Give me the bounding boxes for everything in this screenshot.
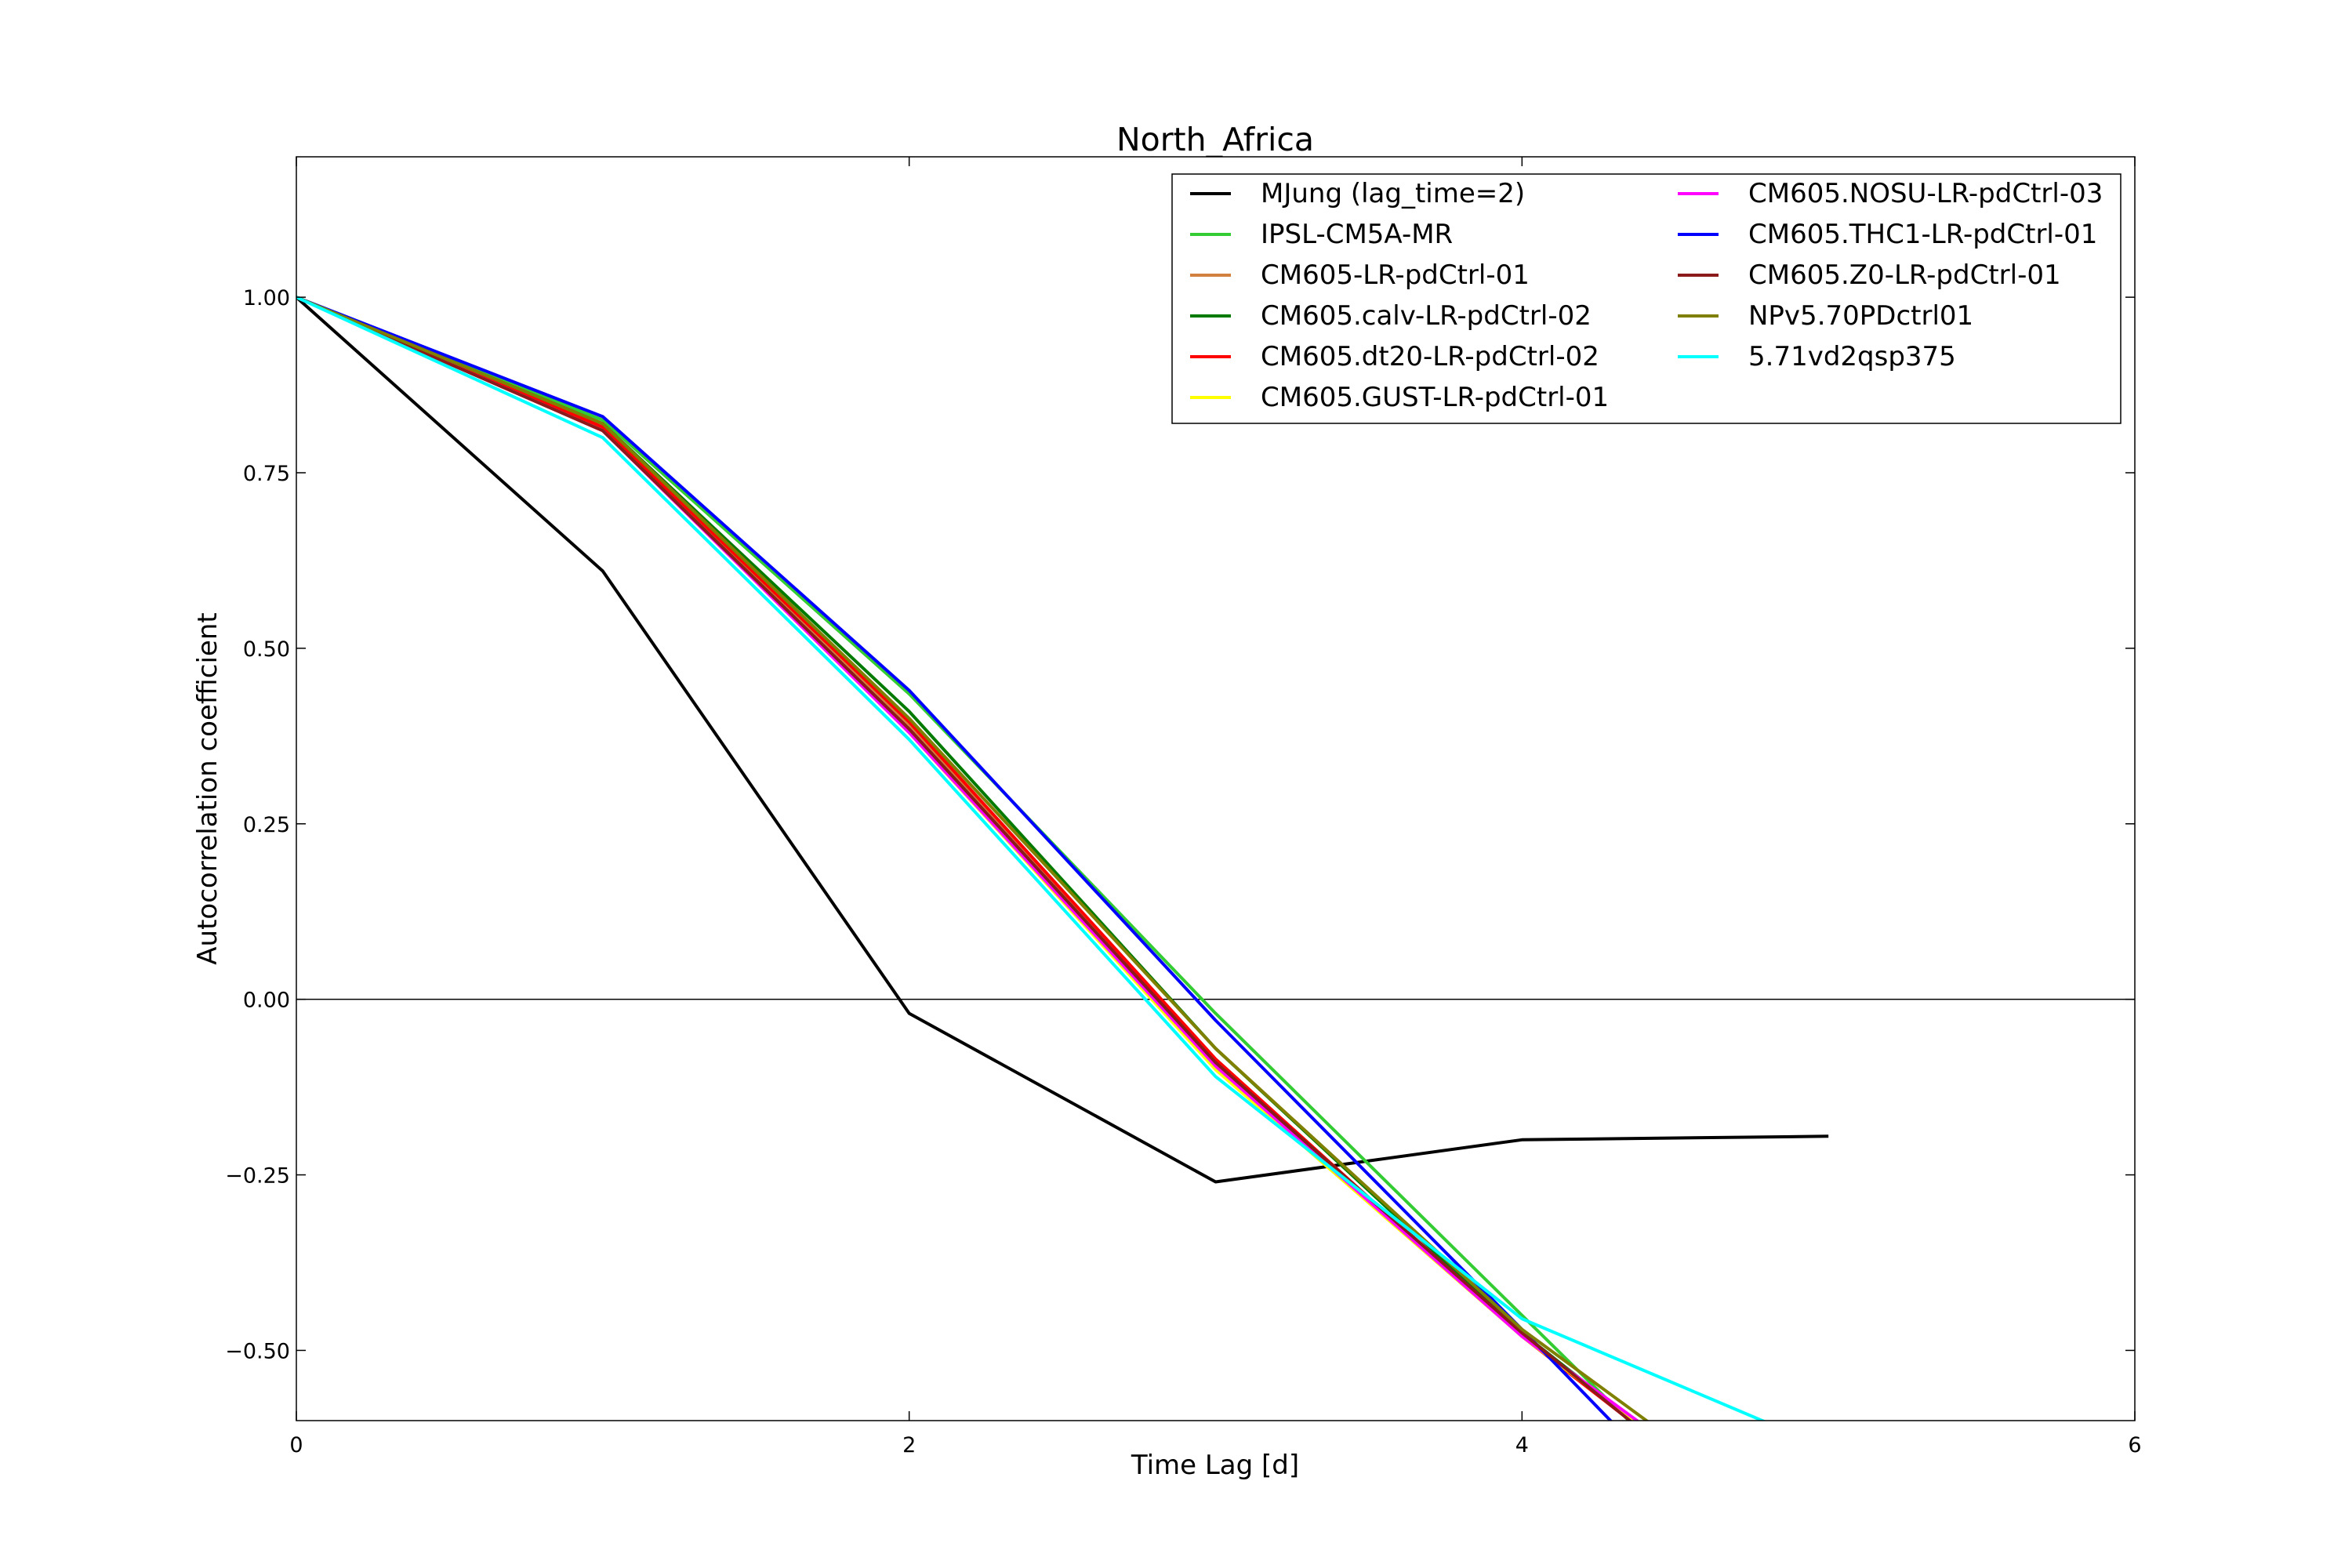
series-line-11: [296, 296, 1766, 1421]
legend-label-8: CM605.THC1-LR-pdCtrl-01: [1748, 219, 2097, 250]
series-line-9: [296, 296, 1633, 1421]
legend-frame: [1171, 173, 2122, 424]
legend-label-9: CM605.Z0-LR-pdCtrl-01: [1748, 260, 2061, 291]
legend-label-5: CM605.dt20-LR-pdCtrl-02: [1261, 341, 1599, 372]
legend-label-2: IPSL-CM5A-MR: [1261, 219, 1453, 250]
y-tick-label: 1.00: [243, 286, 290, 310]
legend-label-1: MJung (lag_time=2): [1261, 178, 1525, 209]
y-tick-label: 0.25: [243, 813, 290, 837]
x-axis-label: Time Lag [d]: [1131, 1450, 1299, 1481]
y-tick-label: 0.50: [243, 637, 290, 662]
y-tick-label: −0.50: [225, 1339, 290, 1363]
x-tick-label: 2: [902, 1433, 916, 1457]
y-tick-label: −0.25: [225, 1164, 290, 1189]
x-tick-label: 0: [289, 1433, 303, 1457]
legend: MJung (lag_time=2) IPSL-CM5A-MR CM605-LR-p…: [1171, 173, 2122, 424]
legend-label-3: CM605-LR-pdCtrl-01: [1261, 260, 1530, 291]
legend-label-6: CM605.GUST-LR-pdCtrl-01: [1261, 382, 1609, 413]
y-tick-label: 0.00: [243, 989, 290, 1013]
y-tick-label: 0.75: [243, 462, 290, 486]
series-line-1: [296, 296, 1829, 1184]
legend-items: MJung (lag_time=2) IPSL-CM5A-MR CM605-LR-p…: [1190, 178, 2103, 413]
series-layer: [296, 296, 1829, 1421]
x-tick-label: 4: [1515, 1433, 1529, 1457]
legend-label-7: CM605.NOSU-LR-pdCtrl-03: [1748, 178, 2103, 209]
plot-frame: [296, 156, 2136, 1421]
chart-title: North_Africa: [1116, 121, 1314, 158]
series-line-10: [296, 296, 1650, 1421]
legend-label-10: NPv5.70PDctrl01: [1748, 300, 1973, 332]
series-line-8: [296, 296, 1613, 1421]
x-tick-label: 6: [2128, 1433, 2141, 1457]
y-axis-label: Autocorrelation coefficient: [192, 612, 223, 964]
ticks-layer: 0 2 4 6 1.00 0.75 0.50 0.25 0.00 −0.25 −0.50: [225, 157, 2142, 1457]
legend-label-4: CM605.calv-LR-pdCtrl-02: [1261, 300, 1592, 332]
legend-label-11: 5.71vd2qsp375: [1748, 341, 1956, 372]
